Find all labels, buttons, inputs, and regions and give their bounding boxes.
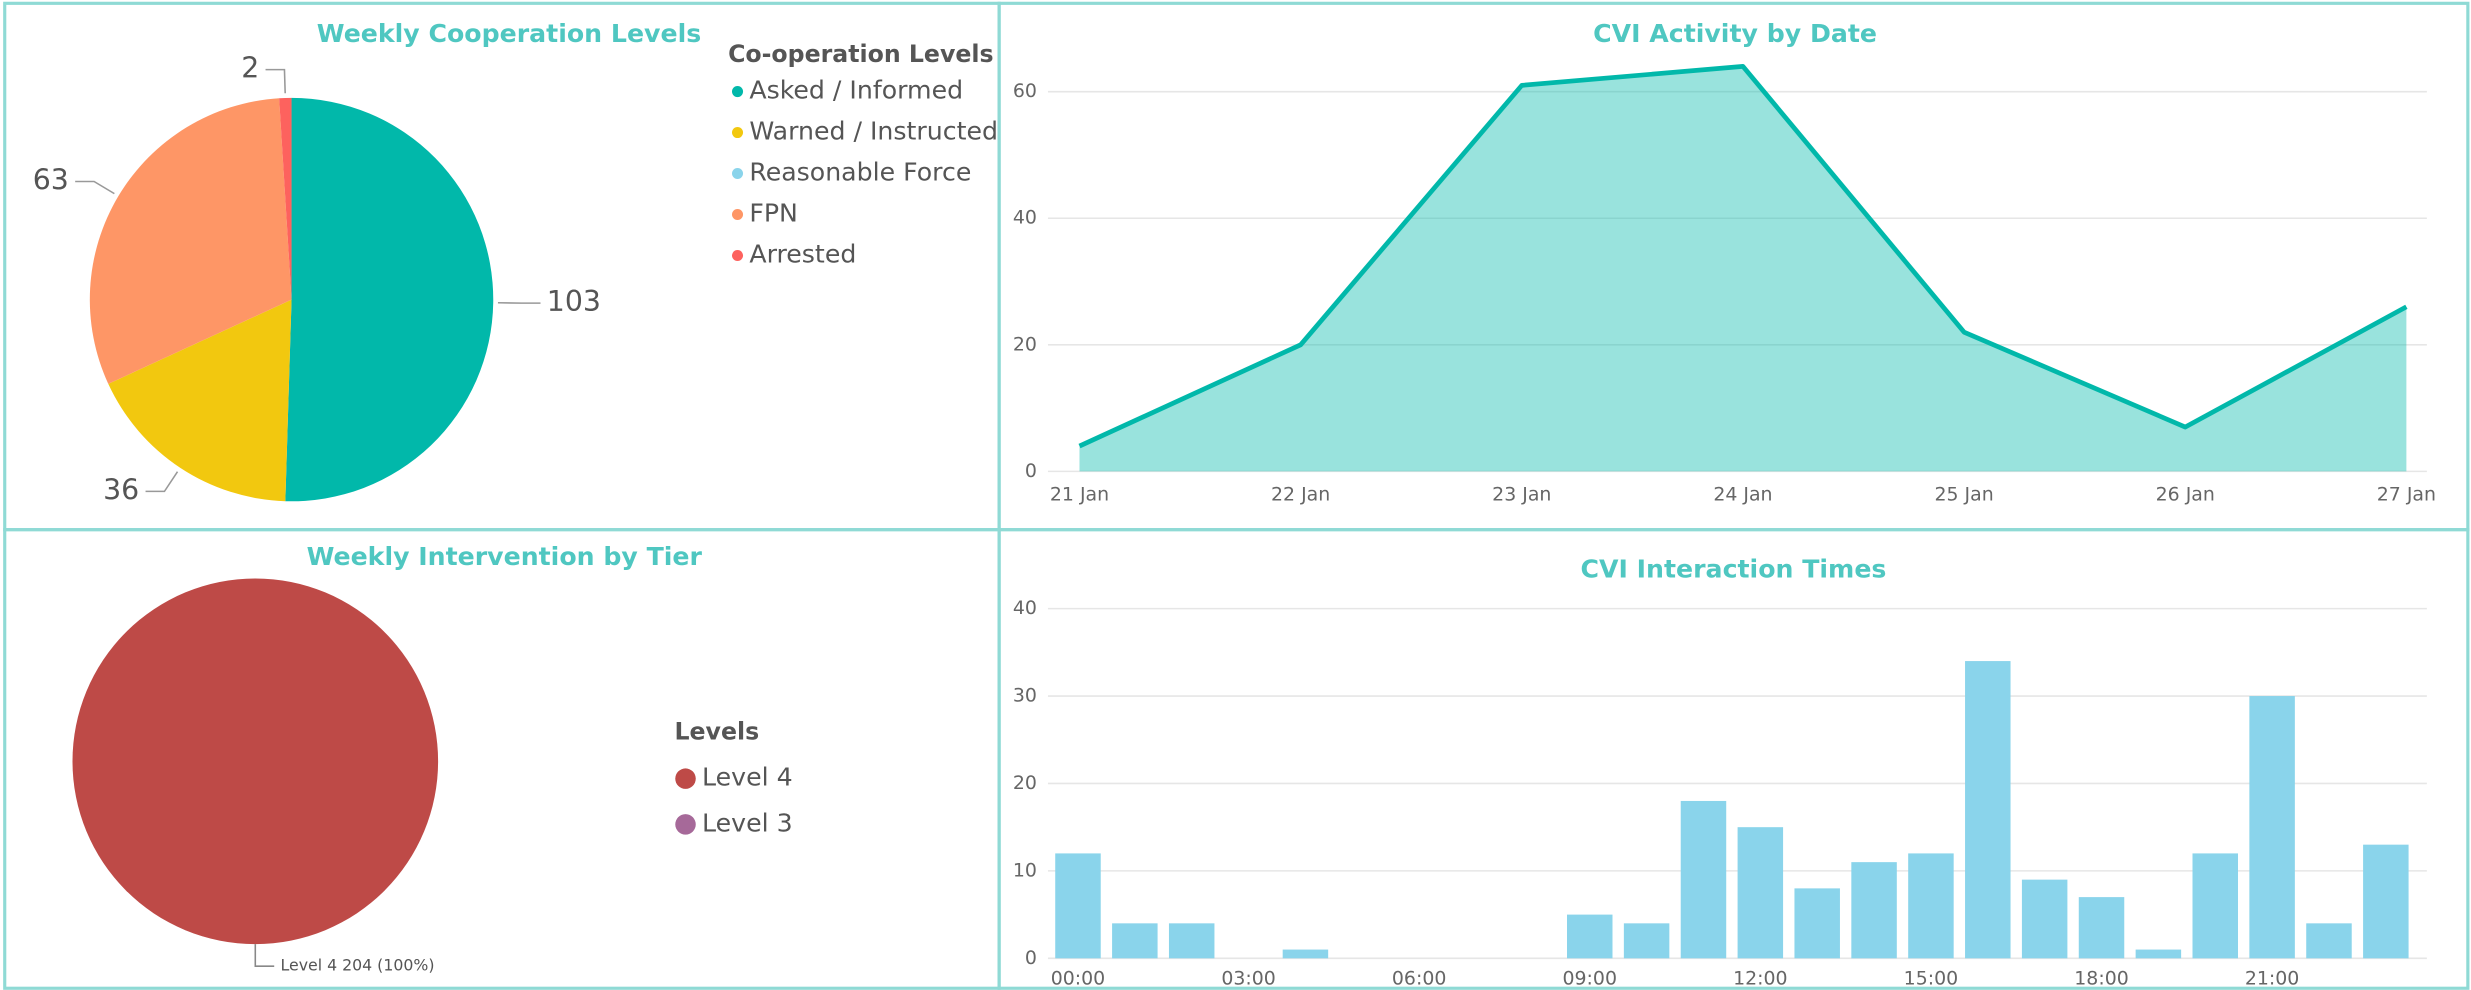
legend-marker (675, 814, 696, 835)
bar (2021, 879, 2068, 959)
legend-label: Level 3 (702, 808, 793, 837)
chart-title: CVI Interaction Times (1581, 555, 1887, 584)
data-label: 36 (103, 473, 139, 506)
legend-marker (732, 86, 744, 98)
x-tick-label: 06:00 (1392, 967, 1447, 989)
area (1079, 66, 2407, 472)
line (1078, 64, 2408, 449)
y-tick-label: 20 (1013, 772, 1037, 794)
y-tick-label: 30 (1013, 685, 1037, 707)
bar (1112, 923, 1158, 959)
bar (2306, 923, 2352, 959)
x-tick-label: 03:00 (1221, 967, 1276, 989)
bar (2249, 696, 2295, 959)
bar (1055, 853, 1101, 959)
pie-slice (89, 98, 292, 384)
x-tick-label: 15:00 (1904, 967, 1959, 989)
y-tick-label: 0 (1025, 947, 1037, 969)
x-tick-label: 18:00 (2074, 967, 2129, 989)
x-tick-label: 21:00 (2245, 967, 2300, 989)
label-leader (265, 68, 286, 94)
label-leader (75, 180, 115, 195)
pie-slice (285, 97, 494, 502)
data-label: 63 (33, 163, 69, 196)
x-tick-label: 21 Jan (1050, 484, 1109, 506)
x-tick-label: 25 Jan (1934, 484, 1993, 506)
chart-title: Weekly Cooperation Levels (317, 19, 701, 48)
pie-slice (72, 578, 439, 945)
panel (997, 528, 2470, 990)
bar (1851, 862, 1897, 959)
y-tick-label: 20 (1013, 333, 1037, 355)
x-tick-label: 22 Jan (1271, 484, 1330, 506)
legend-label: Arrested (749, 239, 856, 268)
label-leader (254, 944, 275, 967)
chart-title: Weekly Intervention by Tier (307, 542, 703, 571)
y-tick-label: 10 (1013, 859, 1037, 881)
bar (1168, 923, 1215, 959)
bar (2078, 897, 2125, 959)
x-tick-label: 23 Jan (1492, 484, 1551, 506)
bar (1567, 914, 1613, 959)
bar (1965, 661, 2011, 959)
legend-label: Asked / Informed (749, 76, 963, 105)
legend-marker (732, 127, 744, 139)
x-tick-label: 26 Jan (2156, 484, 2215, 506)
x-tick-label: 09:00 (1562, 967, 1617, 989)
legend-label: FPN (749, 198, 798, 227)
legend-label: Level 4 (702, 763, 793, 792)
legend-marker (732, 168, 744, 180)
data-label: 103 (547, 285, 601, 318)
legend-label: Reasonable Force (749, 158, 971, 187)
bar (2135, 949, 2182, 959)
legend-marker (732, 249, 744, 261)
legend-title: Levels (674, 717, 759, 745)
x-tick-label: 24 Jan (1713, 484, 1772, 506)
bar (1908, 853, 1954, 959)
data-label: Level 4 204 (100%) (281, 956, 435, 975)
label-leader (145, 471, 179, 493)
x-tick-label: 00:00 (1051, 967, 1106, 989)
x-tick-label: 27 Jan (2377, 484, 2436, 506)
bar (1680, 800, 1727, 959)
bar (1282, 949, 1329, 959)
bar (1623, 923, 1670, 959)
y-tick-label: 60 (1013, 80, 1037, 102)
legend-marker (732, 208, 744, 221)
data-label: 2 (241, 52, 259, 85)
x-tick-label: 12:00 (1733, 967, 1788, 989)
legend-title: Co-operation Levels (728, 40, 993, 68)
legend-label: Warned / Instructed (749, 117, 998, 146)
bar (1737, 827, 1784, 959)
bar (2192, 853, 2238, 959)
bar (1794, 888, 1840, 959)
chart-title: CVI Activity by Date (1593, 19, 1877, 48)
pie-slice (279, 97, 292, 300)
legend-marker (675, 768, 696, 789)
y-tick-label: 0 (1025, 460, 1037, 482)
bar (2363, 844, 2409, 959)
y-tick-label: 40 (1013, 207, 1037, 229)
pie-slice (108, 299, 292, 502)
y-tick-label: 40 (1013, 597, 1037, 619)
